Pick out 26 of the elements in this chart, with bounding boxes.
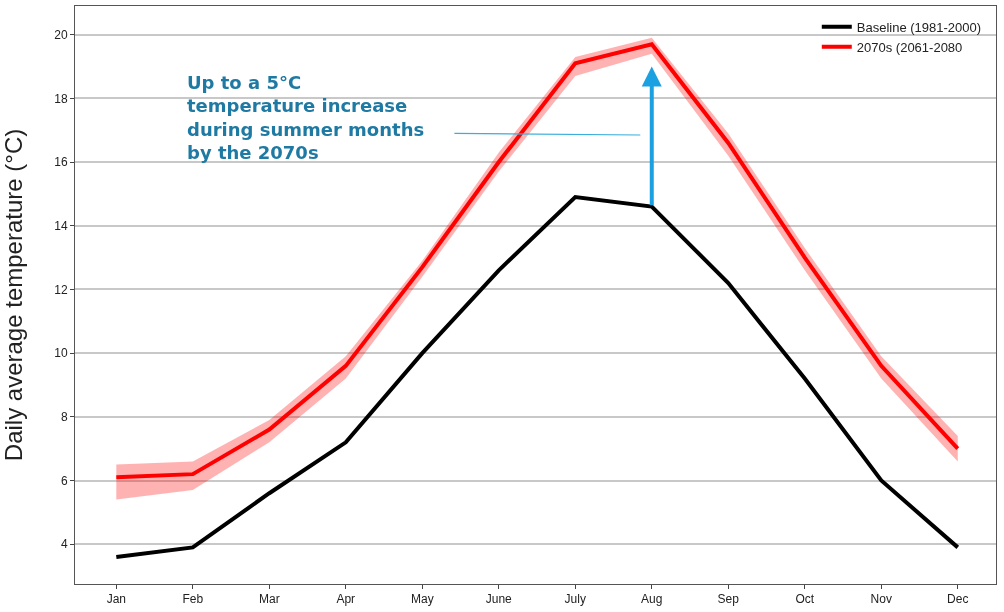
line-series	[114, 195, 960, 559]
x-tick-label: June	[485, 592, 513, 607]
x-tick-label: Feb	[182, 592, 204, 607]
y-tick-label: 20	[54, 27, 68, 42]
x-tick-label: May	[410, 592, 434, 607]
x-tick-label: Sep	[717, 592, 740, 607]
x-tick-label: Jan	[106, 592, 126, 607]
x-tick-label: Mar	[258, 592, 280, 607]
y-tick-label: 18	[54, 91, 68, 106]
y-tick-label: 10	[54, 346, 68, 361]
y-tick-label: 12	[54, 282, 68, 297]
legend-label: Baseline (1981-2000)	[856, 19, 982, 35]
y-tick-label: 6	[60, 473, 68, 488]
y-tick-label: 4	[60, 537, 68, 552]
y-tick-label: 16	[54, 155, 68, 170]
annotation: Up to a 5°C temperature increase during summer months by the 2070s	[187, 72, 425, 164]
x-tick-label: Dec	[947, 592, 969, 607]
legend-label: 2070s (2061-2080	[856, 39, 963, 55]
x-tick-label: Oct	[795, 592, 815, 607]
x-tick-label: Apr	[336, 592, 356, 607]
y-tick-label: 8	[60, 410, 68, 425]
y-tick-label: 14	[54, 218, 68, 233]
x-tick-label: Nov	[870, 592, 892, 607]
x-tick-label: July	[564, 592, 586, 607]
x-tick-label: Aug	[641, 592, 663, 607]
y-axis-title: Daily average temperature (°C)	[0, 128, 27, 462]
